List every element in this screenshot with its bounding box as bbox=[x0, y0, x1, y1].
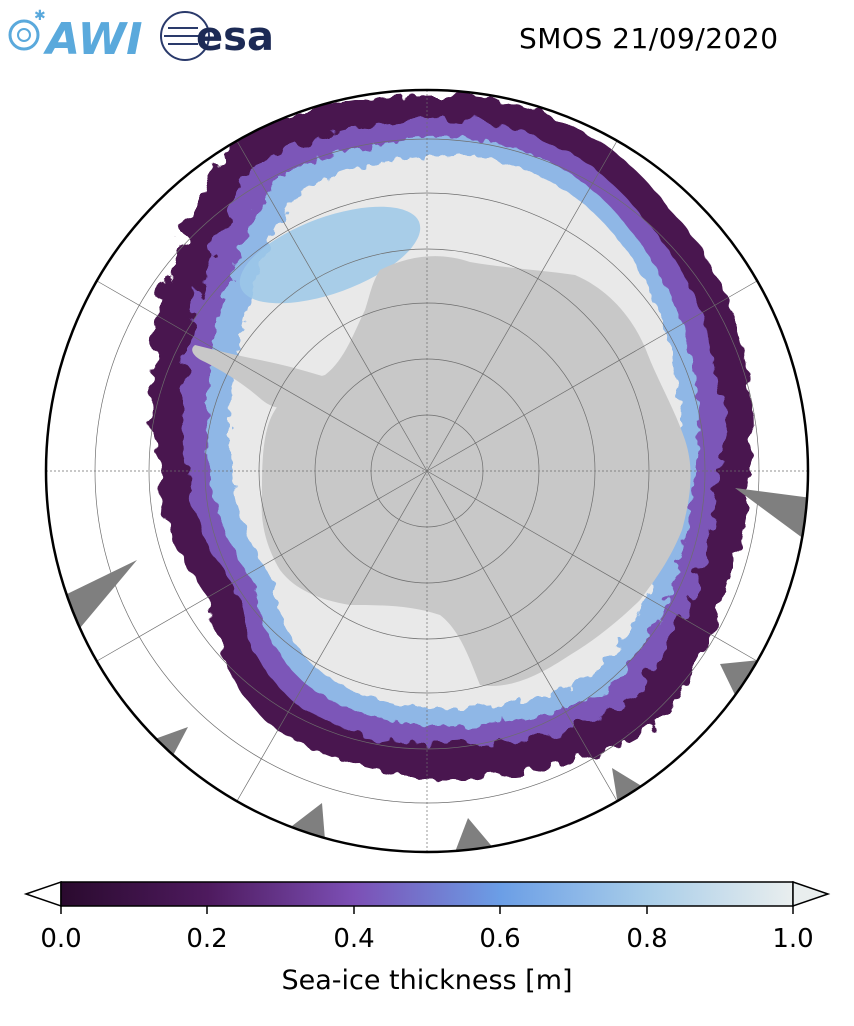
colorbar bbox=[23, 880, 831, 914]
colorbar-over-extension bbox=[792, 880, 831, 908]
antarctic-peninsula bbox=[192, 345, 335, 408]
colorbar-tick-label: 0.0 bbox=[40, 924, 82, 954]
map-title: SMOS 21/09/2020 bbox=[519, 22, 779, 55]
esa-logo: esa bbox=[160, 11, 274, 61]
sea-ice-map bbox=[44, 88, 810, 854]
colorbar-tick-label: 1.0 bbox=[772, 924, 814, 954]
colorbar-tick-label: 0.8 bbox=[626, 924, 668, 954]
colorbar-tick-label: 0.4 bbox=[333, 924, 375, 954]
esa-logo-text: esa bbox=[196, 14, 274, 60]
awi-logo-text: AWI bbox=[43, 14, 143, 65]
logos: AWI ✱ esa bbox=[8, 8, 274, 65]
colorbar-gradient bbox=[60, 881, 794, 907]
colorbar-ticks bbox=[60, 906, 794, 914]
colorbar-tick-label: 0.2 bbox=[186, 924, 228, 954]
colorbar-under-extension bbox=[23, 880, 62, 908]
svg-text:✱: ✱ bbox=[34, 8, 46, 24]
colorbar-tick-label: 0.6 bbox=[479, 924, 521, 954]
antarctica-land bbox=[261, 256, 691, 686]
map-boundary bbox=[44, 88, 810, 854]
no-data-wedges bbox=[65, 488, 808, 852]
graticule bbox=[46, 90, 808, 852]
awi-logo: AWI ✱ bbox=[8, 8, 143, 65]
colorbar-label: Sea-ice thickness [m] bbox=[281, 965, 573, 996]
